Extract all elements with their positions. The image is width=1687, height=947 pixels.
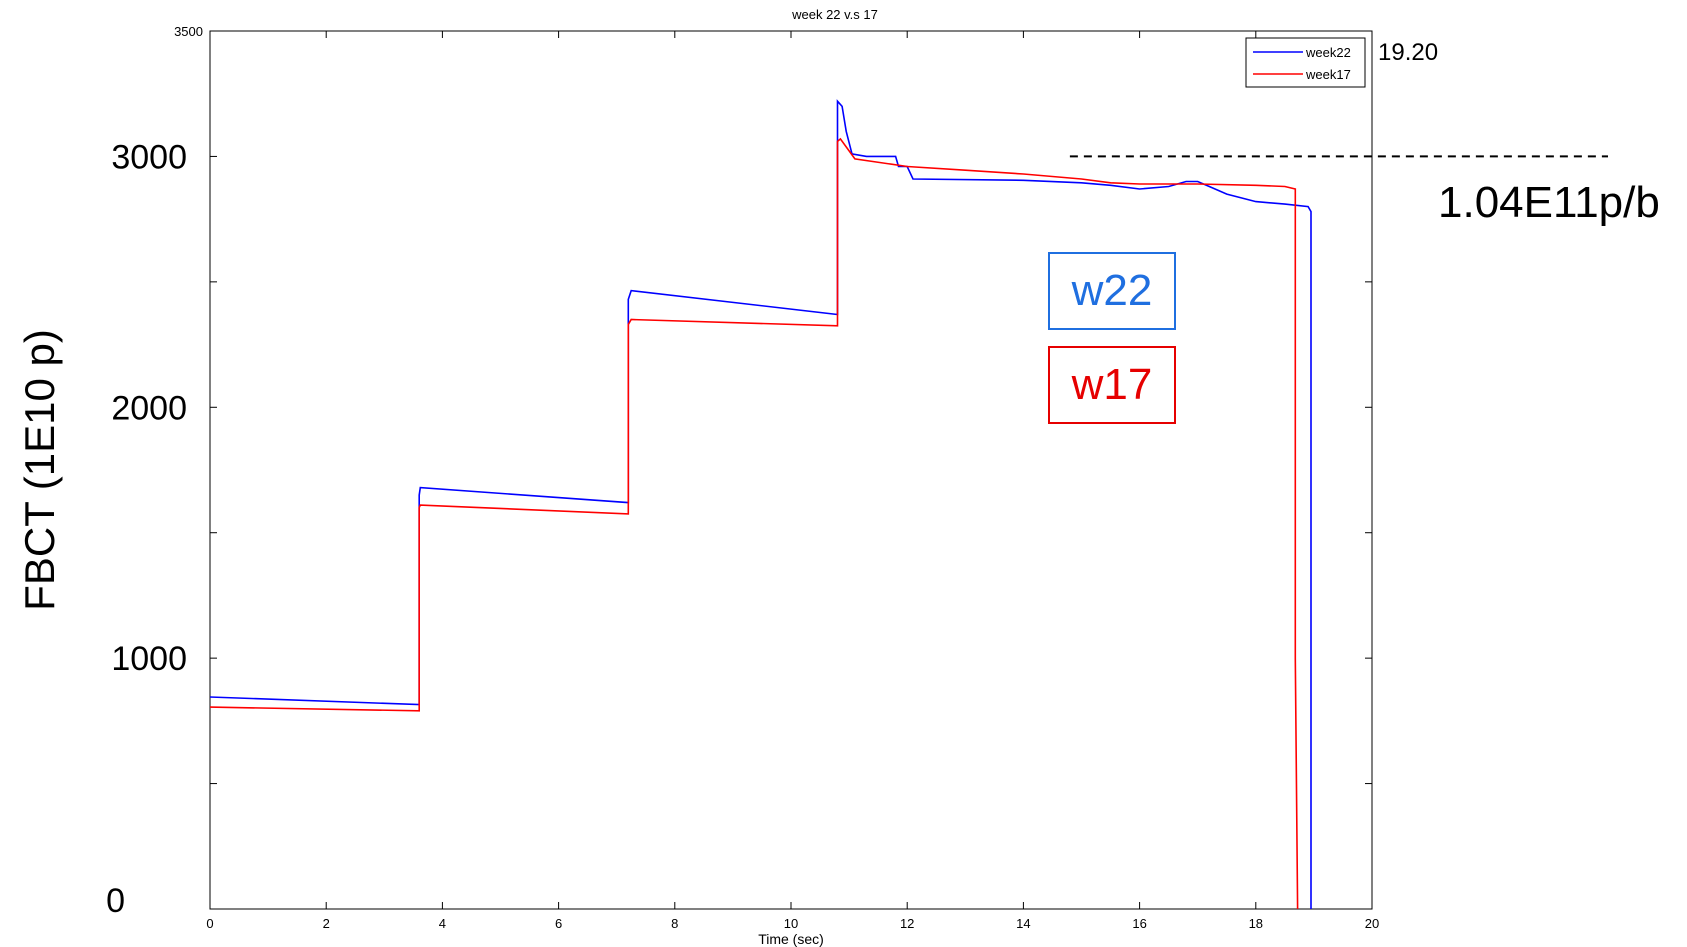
legend: week22 week17 [1245,37,1366,88]
x-tick-label: 2 [323,916,330,931]
series-line-week22 [209,99,1312,909]
x-tick-label: 10 [784,916,798,931]
x-axis-label: Time (sec) [758,931,824,947]
x-tick-label: 16 [1132,916,1146,931]
annotation-box-w17: w17 [1048,346,1176,424]
x-axis-ticks: 0 2 4 6 8 10 12 14 16 18 20 [206,31,1379,931]
legend-entry-week22: week22 [1305,45,1351,60]
y-tick-label: 2000 [111,389,187,427]
y-tick-label: 1000 [111,640,187,678]
x-tick-label: 14 [1016,916,1030,931]
plot-frame [209,30,1373,910]
legend-entry-week17: week17 [1305,67,1351,82]
y-axis-label: FBCT (1E10 p) [16,329,63,611]
x-tick-label: 8 [671,916,678,931]
x-tick-label: 0 [206,916,213,931]
y-tick-label-top: 3500 [174,24,203,39]
x-tick-label: 20 [1365,916,1379,931]
annotation-reference-level: 1.04E11p/b [1438,178,1660,227]
series-layer [209,99,1312,910]
x-tick-label: 6 [555,916,562,931]
y-tick-label: 0 [106,882,125,920]
legend-box [1245,37,1366,88]
series-line-week17 [209,137,1299,910]
y-tick-label: 3000 [111,138,187,176]
annotation-box-w22: w22 [1048,252,1176,330]
x-tick-label: 18 [1249,916,1263,931]
x-tick-label: 12 [900,916,914,931]
y-axis-ticks: 3000 2000 1000 0 [106,30,1372,920]
chart-title: week 22 v.s 17 [791,7,878,22]
x-tick-label: 4 [439,916,446,931]
annotation-19-20: 19.20 [1378,39,1439,66]
